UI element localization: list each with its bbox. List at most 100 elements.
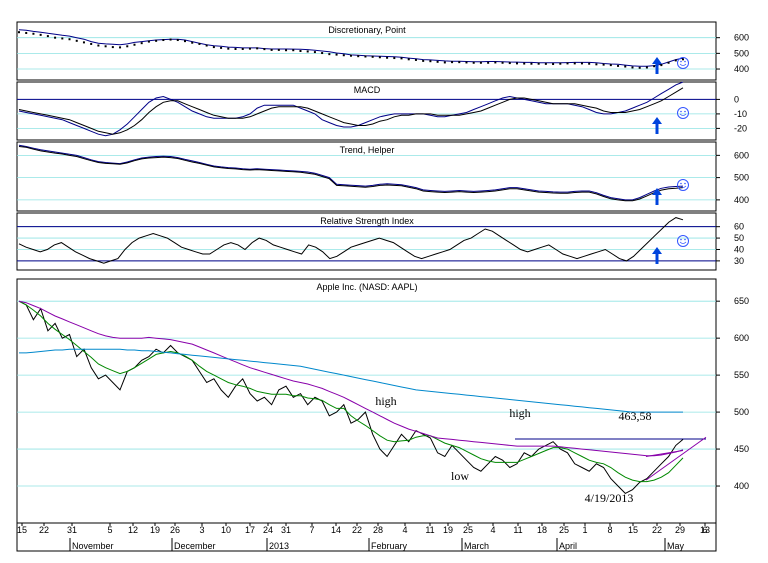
x-tick-label: 24 xyxy=(263,525,273,535)
point-mark xyxy=(234,47,237,50)
panel-discretionary: 600 500 400 Discretionary, Point xyxy=(16,21,749,81)
panel-macd: 0 -10 -20 MACD xyxy=(16,81,747,141)
point-mark xyxy=(451,61,454,64)
point-mark xyxy=(631,66,634,69)
smiley-eye xyxy=(684,110,686,113)
month-label: 2013 xyxy=(269,541,289,551)
point-mark xyxy=(501,61,504,64)
x-tick-label: 22 xyxy=(39,525,49,535)
y-tick-label: 400 xyxy=(734,64,749,74)
point-mark xyxy=(147,40,150,43)
y-tick-label: 0 xyxy=(734,94,739,104)
point-mark xyxy=(472,61,475,64)
series-line-trend xyxy=(18,144,684,201)
point-mark xyxy=(270,48,273,51)
point-mark xyxy=(119,46,122,49)
x-tick-label: 18 xyxy=(537,525,547,535)
y-tick-label: 600 xyxy=(734,333,749,343)
point-mark xyxy=(580,62,583,65)
point-mark xyxy=(595,63,598,66)
x-tick-label: 5 xyxy=(107,525,112,535)
series-line-rsi xyxy=(18,217,684,264)
x-tick-label: 4 xyxy=(490,525,495,535)
smiley-face xyxy=(677,235,689,247)
x-tick-label: 8 xyxy=(607,525,612,535)
point-mark xyxy=(54,36,57,39)
point-mark xyxy=(393,57,396,60)
y-tick-label: 30 xyxy=(734,256,744,266)
point-mark xyxy=(371,55,374,58)
y-tick-label: -10 xyxy=(734,109,747,119)
point-mark xyxy=(508,62,511,65)
y-tick-label: 450 xyxy=(734,444,749,454)
arrow-head xyxy=(652,57,662,64)
point-mark xyxy=(198,42,201,45)
point-mark xyxy=(220,46,223,49)
point-mark xyxy=(407,58,410,61)
x-tick-label: 29 xyxy=(675,525,685,535)
panel-title: Discretionary, Point xyxy=(328,25,406,35)
panel-frame xyxy=(16,278,717,524)
smiley-mouth xyxy=(679,241,687,244)
month-label: April xyxy=(559,541,577,551)
panel-frame xyxy=(16,21,717,81)
smiley-icon xyxy=(677,57,689,69)
point-mark xyxy=(638,66,641,69)
x-tick-label: 11 xyxy=(513,525,522,535)
y-tick-label: 60 xyxy=(734,222,744,232)
y-tick-label: 40 xyxy=(734,244,744,254)
x-axis: 15 22 31 5 12 19 26 3 10 17 24 31 7 14 22 28 4 11 19 25 4 11 1… xyxy=(16,522,717,552)
point-mark xyxy=(248,47,251,50)
series-line-helper xyxy=(18,146,684,202)
panel-frame xyxy=(16,81,717,141)
smiley-icon xyxy=(677,235,689,247)
point-mark xyxy=(602,63,605,66)
point-mark xyxy=(494,61,497,64)
x-tick-label: 6 xyxy=(702,525,707,535)
point-mark xyxy=(537,62,540,65)
point-mark xyxy=(39,33,42,36)
y-tick-label: 600 xyxy=(734,150,749,160)
point-mark xyxy=(299,50,302,52)
point-mark xyxy=(18,31,20,34)
series-line-macd xyxy=(18,81,684,137)
smiley-face xyxy=(677,107,689,119)
series-line-long-ma xyxy=(19,348,683,413)
point-mark xyxy=(479,61,482,64)
panels-layer: 600 500 400 Discretionary, Point 0 -10 -20 MACD… xyxy=(16,21,749,524)
month-label: November xyxy=(72,541,114,551)
annotation-label: high xyxy=(375,394,396,408)
x-tick-label: 12 xyxy=(128,525,138,535)
point-mark xyxy=(400,57,403,60)
x-tick-label: 14 xyxy=(331,525,341,535)
point-mark xyxy=(573,62,576,65)
annotation-label: 4/19/2013 xyxy=(585,491,634,505)
point-mark xyxy=(667,61,670,64)
point-mark xyxy=(46,35,49,38)
point-mark xyxy=(552,63,555,66)
y-tick-label: 500 xyxy=(734,173,749,183)
smiley-icon xyxy=(677,107,689,119)
y-tick-label: 400 xyxy=(734,195,749,205)
point-mark xyxy=(660,64,663,67)
x-tick-label: 26 xyxy=(170,525,180,535)
point-mark xyxy=(313,51,316,54)
point-mark xyxy=(126,45,129,48)
point-mark xyxy=(61,37,64,40)
x-tick-label: 3 xyxy=(199,525,204,535)
smiley-face xyxy=(677,179,689,191)
point-mark xyxy=(90,42,93,45)
point-mark xyxy=(342,54,345,57)
point-mark xyxy=(429,60,432,63)
x-tick-label: 17 xyxy=(245,525,255,535)
smiley-eye xyxy=(680,182,682,185)
series-line-signal xyxy=(18,87,684,135)
point-mark xyxy=(241,47,244,50)
x-tick-label: 22 xyxy=(352,525,362,535)
month-label: March xyxy=(464,541,489,551)
x-tick-label: 15 xyxy=(628,525,638,535)
series-line-medium-ma xyxy=(18,300,684,457)
x-tick-label: 15 xyxy=(17,525,27,535)
y-tick-label: 550 xyxy=(734,370,749,380)
